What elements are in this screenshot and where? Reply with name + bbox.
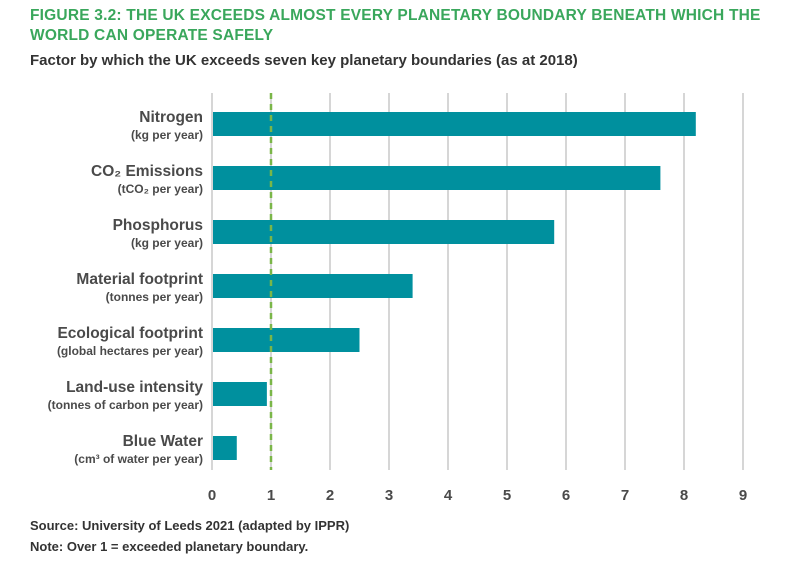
bar-3: [213, 274, 413, 298]
x-tick-label: 1: [267, 487, 275, 504]
bar-1: [213, 166, 661, 190]
category-label: Blue Water: [123, 433, 203, 450]
category-label: Phosphorus: [113, 217, 203, 234]
category-label: Nitrogen: [139, 109, 203, 126]
category-label: CO₂ Emissions: [91, 163, 203, 180]
category-unit: (global hectares per year): [57, 344, 203, 358]
x-tick-label: 8: [680, 487, 688, 504]
x-tick-label: 3: [385, 487, 393, 504]
bar-5: [213, 382, 267, 406]
category-label: Ecological footprint: [57, 325, 203, 342]
source-note: Source: University of Leeds 2021 (adapte…: [30, 518, 350, 533]
x-tick-label: 7: [621, 487, 629, 504]
category-unit: (tonnes of carbon per year): [48, 398, 203, 412]
x-tick-label: 9: [739, 487, 747, 504]
category-unit: (kg per year): [131, 236, 203, 250]
figure-subtitle: Factor by which the UK exceeds seven key…: [30, 52, 578, 69]
x-tick-label: 2: [326, 487, 334, 504]
bar-4: [213, 328, 360, 352]
category-label: Material footprint: [76, 271, 203, 288]
bar-2: [213, 220, 555, 244]
category-unit: (cm³ of water per year): [74, 452, 203, 466]
bar-6: [213, 436, 237, 460]
x-tick-label: 5: [503, 487, 511, 504]
category-unit: (kg per year): [131, 128, 203, 142]
category-unit: (tonnes per year): [106, 290, 203, 304]
footnote: Note: Over 1 = exceeded planetary bounda…: [30, 539, 309, 554]
figure-title: FIGURE 3.2: THE UK EXCEEDS ALMOST EVERY …: [30, 7, 761, 44]
x-tick-label: 0: [208, 487, 216, 504]
category-label: Land-use intensity: [66, 379, 203, 396]
bar-0: [213, 112, 696, 136]
category-unit: (tCO₂ per year): [118, 182, 203, 196]
x-tick-label: 4: [444, 487, 453, 504]
x-tick-label: 6: [562, 487, 570, 504]
